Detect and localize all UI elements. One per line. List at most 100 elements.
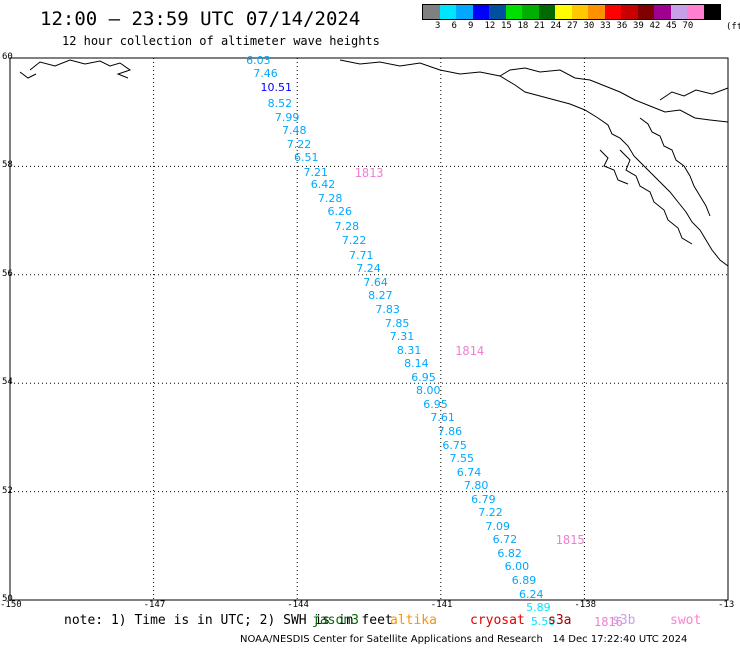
legend-swatch bbox=[522, 5, 539, 19]
wave-height-value: 7.28 bbox=[334, 220, 360, 234]
wave-height-value: 7.48 bbox=[282, 124, 307, 138]
wave-height-value: 6.95 bbox=[423, 397, 448, 411]
legend-swatch bbox=[472, 5, 489, 19]
legend-swatch bbox=[439, 5, 456, 19]
legend-swatch bbox=[703, 5, 720, 19]
wave-height-value: 6.24 bbox=[518, 587, 544, 601]
legend-swatch bbox=[654, 5, 671, 19]
legend-swatch bbox=[604, 5, 621, 19]
lat-tick-label: 54 bbox=[2, 377, 13, 388]
lon-tick-label: -147 bbox=[143, 600, 166, 610]
wave-height-value: 7.71 bbox=[349, 248, 374, 262]
wave-height-value: 6.51 bbox=[293, 151, 319, 165]
legend-swatch bbox=[538, 5, 555, 19]
wave-height-value: 6.03 bbox=[246, 53, 271, 67]
legend-swatch bbox=[621, 5, 638, 19]
wave-height-value: 6.74 bbox=[456, 465, 482, 479]
wave-height-value: 7.86 bbox=[437, 424, 463, 438]
wave-height-value: 6.72 bbox=[492, 533, 518, 547]
legend-label: 3 bbox=[435, 21, 441, 31]
legend-label: 39 bbox=[633, 21, 644, 31]
wave-height-value: 7.64 bbox=[363, 275, 388, 289]
lon-tick-label: -144 bbox=[287, 600, 309, 610]
wave-height-value: 8.00 bbox=[416, 384, 441, 398]
wave-height-value: 6.79 bbox=[471, 492, 496, 506]
lon-tick-label: -13 bbox=[718, 600, 735, 610]
wave-height-value: 6.82 bbox=[497, 546, 522, 560]
wave-height-value: 8.52 bbox=[267, 97, 293, 111]
legend-swatch bbox=[670, 5, 687, 19]
wave-height-value: 6.95 bbox=[411, 370, 436, 384]
satellite-s3b: s3b bbox=[612, 613, 636, 628]
wave-height-value: 5.50 bbox=[530, 614, 556, 628]
wave-height-value: 7.99 bbox=[274, 110, 300, 124]
wave-height-value: 6.75 bbox=[442, 438, 467, 452]
wave-height-value: 7.85 bbox=[384, 316, 410, 330]
wave-height-value: 7.24 bbox=[356, 262, 381, 276]
pass-time-label: 1816 bbox=[593, 614, 623, 629]
legend-label: 24 bbox=[550, 21, 562, 31]
legend-swatch bbox=[687, 5, 704, 19]
lat-tick-label: 58 bbox=[2, 160, 13, 171]
wave-height-value: 10.51 bbox=[260, 80, 292, 94]
legend-label: 27 bbox=[567, 21, 578, 31]
wave-height-value: 7.46 bbox=[253, 67, 278, 81]
legend-label: 70 bbox=[682, 21, 694, 31]
wave-height-value: 7.22 bbox=[478, 506, 503, 520]
lat-tick-label: 60 bbox=[2, 52, 13, 62]
legend-swatch bbox=[456, 5, 473, 19]
legend-swatch bbox=[571, 5, 588, 19]
legend-swatch bbox=[489, 5, 506, 19]
coastline bbox=[19, 59, 729, 267]
legend-color-bar bbox=[422, 4, 721, 20]
legend-label: 30 bbox=[583, 21, 595, 31]
legend-label: 21 bbox=[534, 21, 545, 31]
wave-height-value: 7.22 bbox=[286, 137, 312, 151]
wave-height-value: 6.42 bbox=[310, 178, 336, 192]
legend-label: 9 bbox=[468, 21, 474, 31]
legend-label: 15 bbox=[501, 21, 512, 31]
legend-swatch bbox=[505, 5, 522, 19]
wave-height-value: 6.89 bbox=[511, 574, 537, 588]
satellite-s3a: s3a bbox=[548, 613, 572, 628]
lat-tick-label: 50 bbox=[2, 594, 13, 604]
lon-tick-label: -138 bbox=[574, 600, 597, 610]
lon-tick-label: -141 bbox=[430, 600, 453, 610]
satellite-altika: altika bbox=[390, 613, 437, 628]
pass-time-label: 1814 bbox=[455, 343, 485, 358]
wave-height-value: 7.21 bbox=[303, 165, 329, 179]
legend-label: 6 bbox=[451, 21, 457, 31]
legend-label: 33 bbox=[600, 21, 611, 31]
satellite-jason3: jason3 bbox=[312, 613, 359, 628]
lon-tick-label: -150 bbox=[0, 600, 22, 610]
legend-swatch bbox=[555, 5, 572, 19]
legend-label: 12 bbox=[484, 21, 496, 31]
wave-height-value: 7.28 bbox=[317, 191, 343, 205]
pass-time-label: 1813 bbox=[354, 165, 384, 180]
legend-label: 42 bbox=[649, 21, 661, 31]
wave-height-value: 6.26 bbox=[327, 205, 352, 219]
legend-unit: (ft) bbox=[726, 22, 740, 32]
pass-time-label: 1815 bbox=[555, 533, 585, 548]
legend-swatch bbox=[423, 5, 440, 19]
lat-tick-label: 56 bbox=[2, 268, 13, 279]
legend-label: 36 bbox=[616, 21, 628, 31]
legend-label: 45 bbox=[666, 21, 677, 31]
wave-height-value: 8.27 bbox=[368, 289, 393, 303]
wave-height-value: 7.61 bbox=[430, 411, 455, 425]
wave-height-value: 6.00 bbox=[504, 560, 530, 574]
wave-height-value: 8.14 bbox=[404, 357, 429, 371]
legend-labels: 3 6 9 12 15 18 21 24 27 30 33 36 39 42 45 70 bbox=[422, 20, 721, 32]
wave-height-value: 5.89 bbox=[526, 601, 551, 615]
wave-height-value: 7.55 bbox=[449, 452, 475, 466]
wave-height-value: 7.83 bbox=[375, 303, 400, 317]
wave-height-value: 8.31 bbox=[396, 343, 422, 357]
wave-height-value: 7.80 bbox=[463, 479, 489, 493]
wave-height-value: 7.31 bbox=[389, 330, 415, 344]
satellite-swot: swot bbox=[670, 613, 702, 628]
wave-height-value: 7.09 bbox=[485, 519, 510, 533]
legend-swatch bbox=[588, 5, 605, 19]
legend-swatch bbox=[637, 5, 654, 19]
